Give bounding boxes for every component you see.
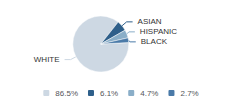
svg-text:HISPANIC: HISPANIC bbox=[140, 27, 177, 36]
svg-text:WHITE: WHITE bbox=[34, 55, 60, 64]
svg-text:86.5%: 86.5% bbox=[55, 89, 78, 98]
svg-text:BLACK: BLACK bbox=[141, 37, 168, 46]
svg-text:4.7%: 4.7% bbox=[140, 89, 158, 98]
svg-text:2.7%: 2.7% bbox=[180, 89, 198, 98]
svg-text:6.1%: 6.1% bbox=[100, 89, 118, 98]
svg-text:ASIAN: ASIAN bbox=[138, 17, 162, 26]
